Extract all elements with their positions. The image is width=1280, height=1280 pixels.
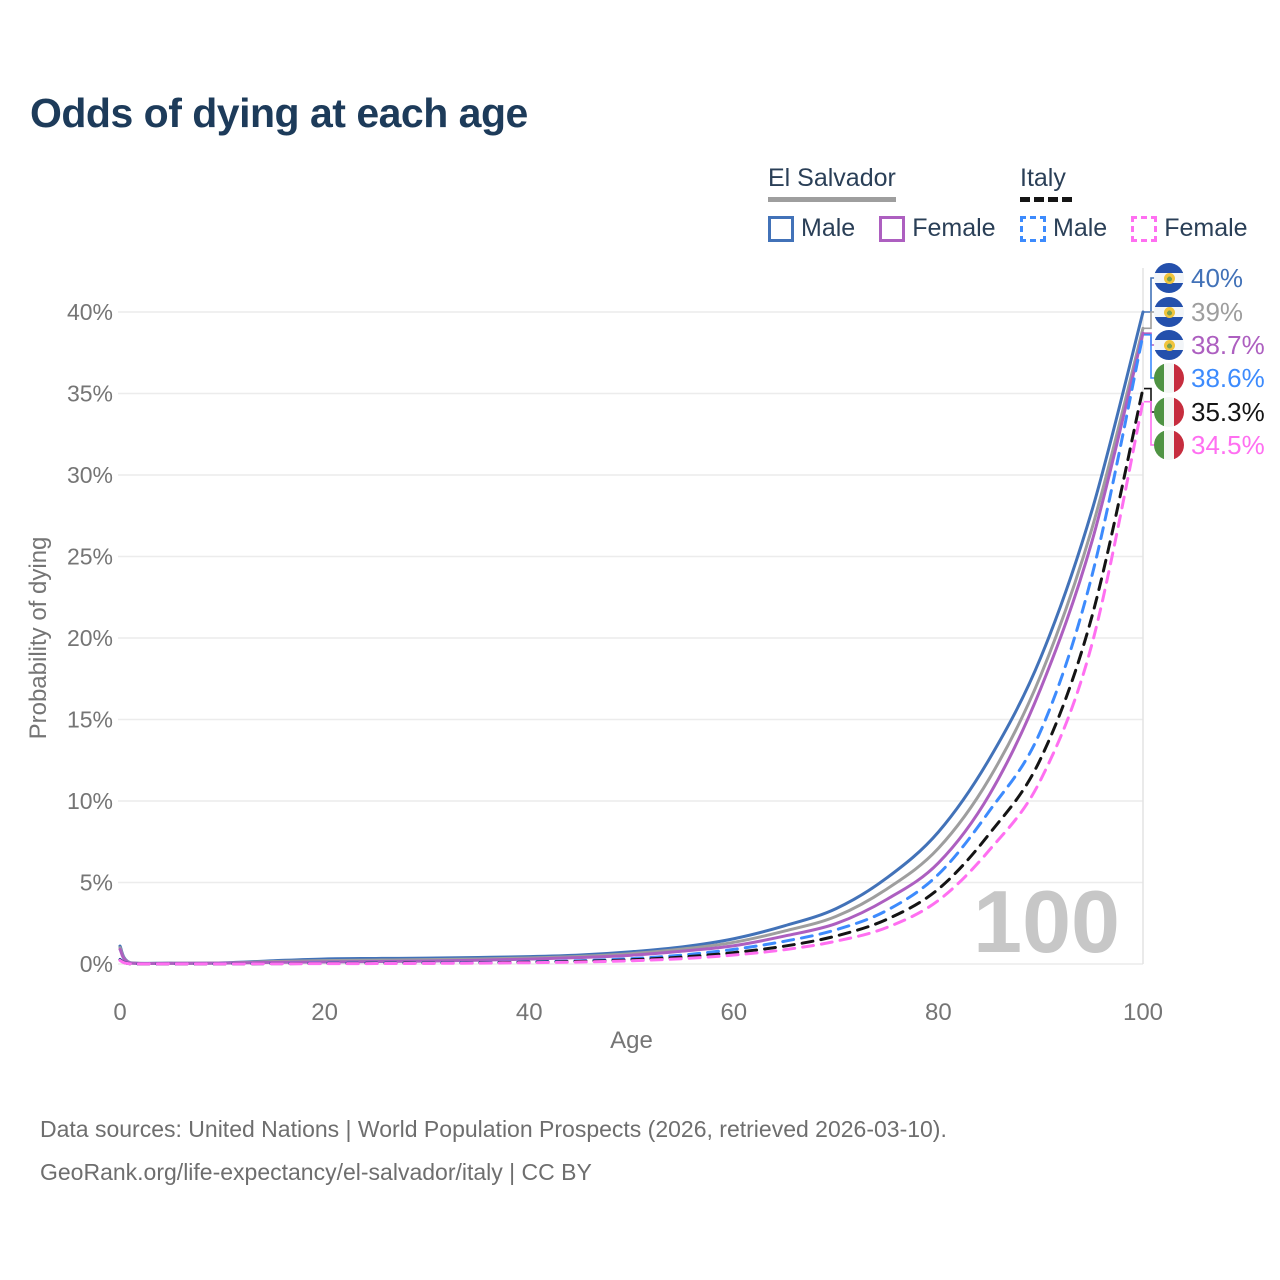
el-salvador-flag-icon <box>1154 297 1184 327</box>
x-tick-0: 0 <box>113 999 126 1026</box>
y-tick-30%: 30% <box>67 462 113 488</box>
y-tick-20%: 20% <box>67 625 113 651</box>
legend-country-el-salvador[interactable]: El Salvador <box>768 164 896 192</box>
leader-el-salvador-male <box>1144 277 1155 313</box>
el-salvador-male-swatch-icon <box>768 215 794 242</box>
x-tick-40: 40 <box>516 999 543 1026</box>
y-tick-25%: 25% <box>67 544 113 570</box>
leader-el-salvador-both-sexes <box>1144 311 1155 330</box>
x-tick-20: 20 <box>311 999 338 1026</box>
italy-flag-icon <box>1154 397 1184 427</box>
source-line-2: GeoRank.org/life-expectancy/el-salvador/… <box>40 1158 592 1185</box>
series-line-italy-both-sexes <box>118 387 1145 966</box>
x-tick-80: 80 <box>925 999 952 1026</box>
el-salvador-flag-icon <box>1154 263 1184 293</box>
legend-label: Male <box>801 214 856 242</box>
end-label-el-salvador-both-sexes: 39% <box>1154 296 1243 328</box>
series-line-italy-male <box>118 333 1145 966</box>
el-salvador-flag-icon <box>1154 330 1184 360</box>
end-label-el-salvador-male: 40% <box>1154 262 1243 294</box>
legend-item-el-salvador-male[interactable]: Male <box>768 214 855 243</box>
end-label-value: 39% <box>1191 296 1244 327</box>
leader-italy-female <box>1144 400 1155 446</box>
x-tick-60: 60 <box>720 999 747 1026</box>
el-salvador-solid-line-swatch <box>768 197 896 202</box>
leader-italy-both-sexes <box>1144 387 1155 413</box>
end-label-value: 40% <box>1191 262 1244 293</box>
x-axis-title: Age <box>610 1027 653 1054</box>
legend-group-italy: Italy Male Female <box>1020 164 1272 243</box>
end-label-el-salvador-female: 38.7% <box>1154 329 1265 361</box>
y-tick-5%: 5% <box>80 870 113 896</box>
series-line-el-salvador-female <box>118 331 1145 966</box>
x-tick-100: 100 <box>1123 999 1163 1026</box>
series-line-italy-female <box>118 400 1145 966</box>
y-tick-35%: 35% <box>67 381 113 407</box>
legend-country-italy[interactable]: Italy <box>1020 164 1066 192</box>
end-label-value: 35.3% <box>1191 396 1265 427</box>
end-label-italy-both-sexes: 35.3% <box>1154 396 1265 428</box>
y-tick-10%: 10% <box>67 788 113 814</box>
el-salvador-female-swatch-icon <box>879 215 906 242</box>
legend-group-el-salvador: El Salvador Male Female <box>768 164 1020 243</box>
end-label-value: 34.5% <box>1191 429 1265 460</box>
legend-item-el-salvador-female[interactable]: Female <box>879 214 996 243</box>
end-label-value: 38.6% <box>1191 362 1265 393</box>
end-label-italy-male: 38.6% <box>1154 362 1265 394</box>
italy-female-swatch-icon <box>1131 215 1158 242</box>
y-tick-15%: 15% <box>67 707 113 733</box>
chart-title: Odds of dying at each age <box>30 90 528 136</box>
legend-item-italy-male[interactable]: Male <box>1020 214 1107 243</box>
legend-label: Female <box>912 214 996 242</box>
y-tick-40%: 40% <box>67 299 113 325</box>
y-tick-0%: 0% <box>80 951 113 977</box>
source-attribution: Data sources: United Nations | World Pop… <box>40 1108 947 1193</box>
italy-dashed-line-swatch <box>1020 197 1072 202</box>
source-line-1: Data sources: United Nations | World Pop… <box>40 1116 947 1142</box>
italy-flag-icon <box>1154 430 1184 460</box>
hovered-age-watermark: 100 <box>973 872 1120 971</box>
leader-italy-male <box>1144 334 1155 379</box>
italy-flag-icon <box>1154 363 1184 393</box>
legend-item-italy-female[interactable]: Female <box>1131 214 1248 243</box>
legend-label: Female <box>1164 214 1248 242</box>
series-line-el-salvador-both-sexes <box>118 326 1145 965</box>
legend-label: Male <box>1053 214 1108 242</box>
end-label-italy-female: 34.5% <box>1154 429 1265 461</box>
italy-male-swatch-icon <box>1020 215 1046 242</box>
y-axis-title: Probability of dying <box>25 537 52 740</box>
end-label-value: 38.7% <box>1191 329 1265 360</box>
